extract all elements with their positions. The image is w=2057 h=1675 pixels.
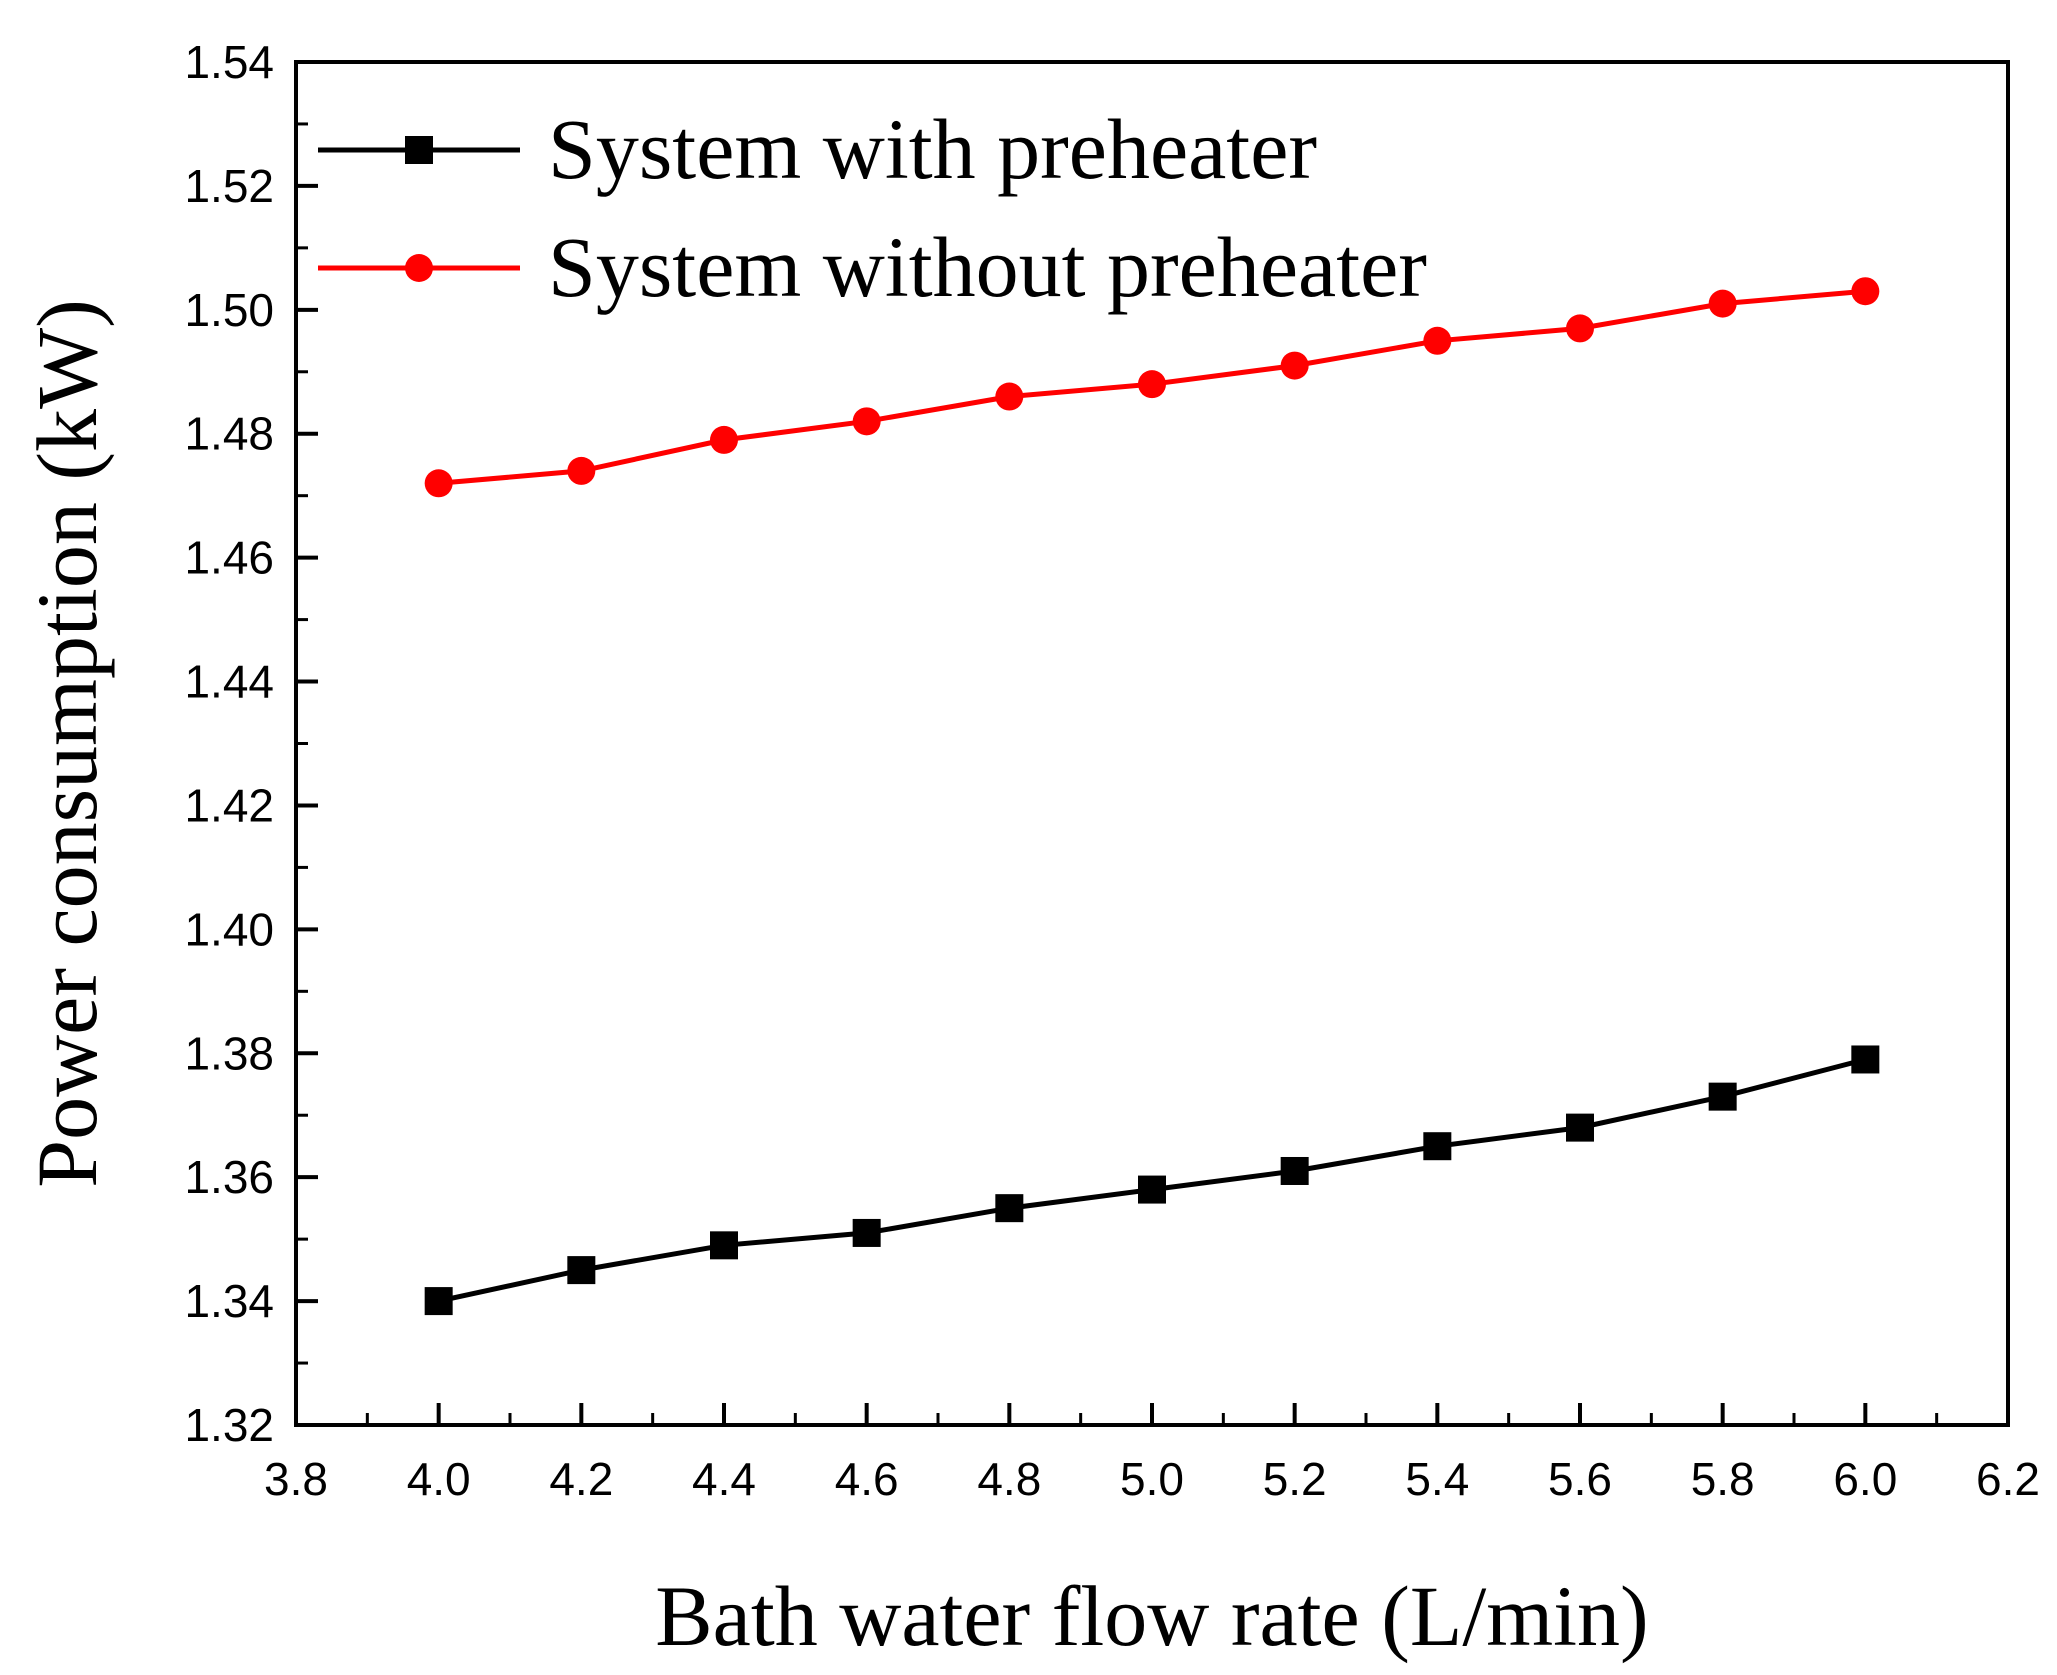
data-point bbox=[1566, 314, 1594, 343]
x-tick-label: 5.8 bbox=[1691, 1453, 1755, 1505]
x-tick-label: 4.6 bbox=[835, 1453, 899, 1505]
data-point bbox=[1708, 1082, 1737, 1111]
series-1 bbox=[424, 1045, 1880, 1316]
data-point bbox=[1851, 277, 1880, 306]
legend-label: System without preheater bbox=[548, 219, 1427, 315]
x-tick-label: 3.8 bbox=[264, 1453, 328, 1505]
x-tick-label: 5.4 bbox=[1405, 1453, 1469, 1505]
x-tick-label: 4.0 bbox=[407, 1453, 471, 1505]
data-point bbox=[424, 1287, 453, 1316]
data-point bbox=[1851, 1045, 1880, 1074]
series-2 bbox=[424, 277, 1880, 498]
y-axis-title: Power consumption (kW) bbox=[19, 299, 115, 1188]
data-point bbox=[1280, 1156, 1309, 1185]
data-point bbox=[1138, 1175, 1166, 1204]
data-point bbox=[567, 1256, 596, 1285]
y-tick-label: 1.38 bbox=[184, 1027, 274, 1079]
y-tick-label: 1.50 bbox=[184, 284, 274, 336]
data-point bbox=[1423, 326, 1452, 355]
x-tick-label: 6.2 bbox=[1976, 1453, 2040, 1505]
data-point bbox=[1138, 370, 1166, 399]
legend-item-1: System with preheater bbox=[318, 101, 1317, 197]
y-tick-label: 1.46 bbox=[184, 532, 274, 584]
y-tick-label: 1.52 bbox=[184, 160, 274, 212]
legend-marker bbox=[405, 254, 433, 282]
y-tick-label: 1.34 bbox=[184, 1275, 274, 1327]
y-tick-label: 1.40 bbox=[184, 903, 274, 955]
series-group bbox=[424, 277, 1880, 1316]
y-tick-label: 1.32 bbox=[184, 1399, 274, 1451]
legend: System with preheater System without preh… bbox=[318, 101, 1427, 315]
legend-label: System with preheater bbox=[548, 101, 1317, 197]
ticks: 3.8 4.0 4.2 4.4 4.6 4.8 5.0 5.2 5.4 5.6 5.8 6.0 6.2 1… bbox=[184, 36, 2040, 1505]
data-point bbox=[1708, 289, 1737, 318]
data-point bbox=[995, 1194, 1024, 1223]
data-point bbox=[567, 456, 596, 485]
data-point bbox=[852, 407, 881, 436]
x-tick-label: 6.0 bbox=[1833, 1453, 1897, 1505]
legend-marker bbox=[405, 136, 433, 164]
y-tick-label: 1.48 bbox=[184, 408, 274, 460]
data-point bbox=[995, 382, 1024, 411]
x-tick-label: 5.2 bbox=[1263, 1453, 1327, 1505]
y-tick-label: 1.42 bbox=[184, 779, 274, 831]
x-tick-label: 5.6 bbox=[1548, 1453, 1612, 1505]
data-point bbox=[1423, 1132, 1452, 1161]
x-tick-label: 4.8 bbox=[977, 1453, 1041, 1505]
data-point bbox=[710, 425, 738, 454]
y-tick-label: 1.36 bbox=[184, 1151, 274, 1203]
legend-item-2: System without preheater bbox=[318, 219, 1427, 315]
x-tick-label: 4.4 bbox=[692, 1453, 756, 1505]
data-point bbox=[1566, 1113, 1594, 1142]
data-point bbox=[1280, 351, 1309, 380]
data-point bbox=[852, 1218, 881, 1247]
y-tick-label: 1.44 bbox=[184, 656, 274, 708]
data-point bbox=[710, 1231, 738, 1260]
data-point bbox=[424, 469, 453, 498]
x-tick-label: 5.0 bbox=[1120, 1453, 1184, 1505]
x-axis-title: Bath water flow rate (L/min) bbox=[655, 1568, 1648, 1664]
y-tick-label: 1.54 bbox=[184, 36, 274, 88]
x-tick-label: 4.2 bbox=[549, 1453, 613, 1505]
